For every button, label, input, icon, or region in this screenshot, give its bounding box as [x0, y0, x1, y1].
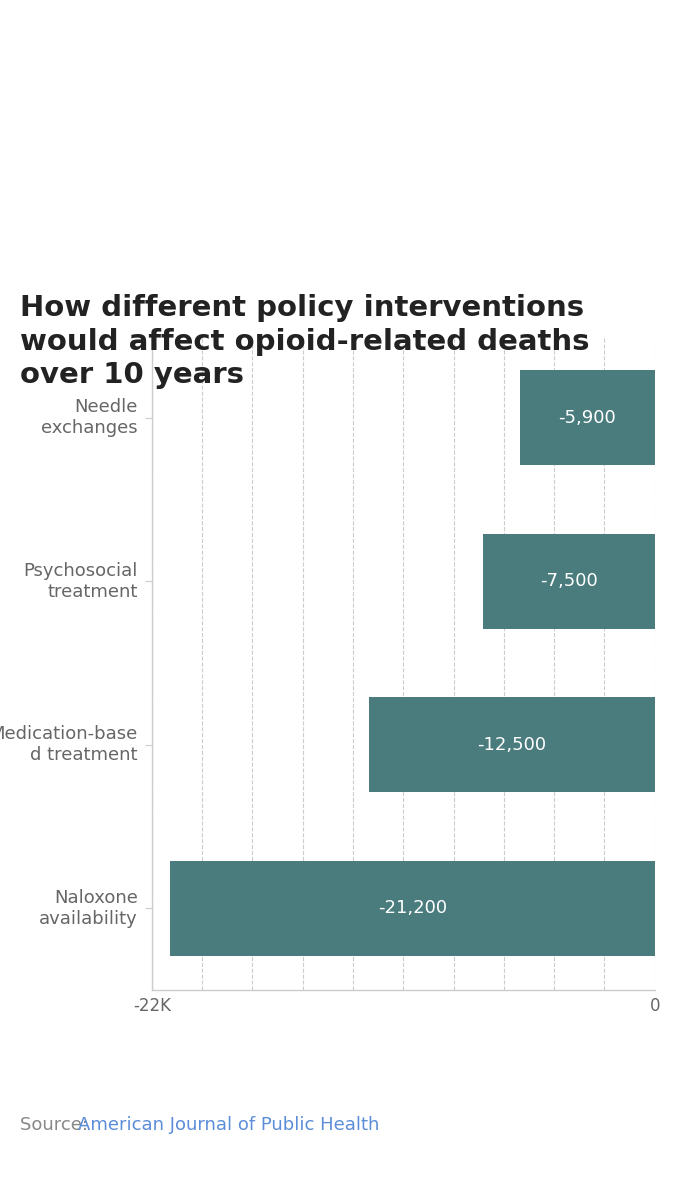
Text: Source:: Source:	[20, 1116, 94, 1134]
Text: -7,500: -7,500	[540, 572, 598, 590]
Text: -21,200: -21,200	[378, 899, 447, 917]
Text: -5,900: -5,900	[558, 409, 616, 427]
Bar	[520, 371, 655, 466]
Bar	[483, 534, 655, 629]
Text: -12,500: -12,500	[477, 736, 547, 754]
Text: American Journal of Public Health: American Journal of Public Health	[78, 1116, 379, 1134]
Text: How different policy interventions
would affect opioid-related deaths
over 10 ye: How different policy interventions would…	[20, 294, 590, 389]
Bar	[369, 697, 655, 792]
Bar	[170, 860, 655, 955]
